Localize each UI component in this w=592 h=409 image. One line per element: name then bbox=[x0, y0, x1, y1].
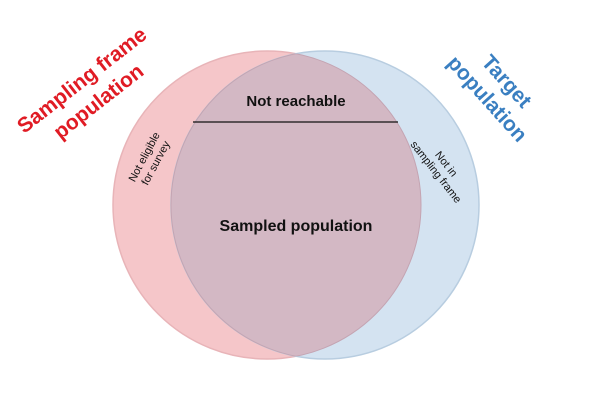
intersection-outline-left bbox=[171, 51, 422, 359]
not-reachable-label: Not reachable bbox=[246, 93, 345, 110]
sampled-population-label: Sampled population bbox=[220, 218, 373, 235]
intersection-outline-right bbox=[170, 51, 421, 359]
